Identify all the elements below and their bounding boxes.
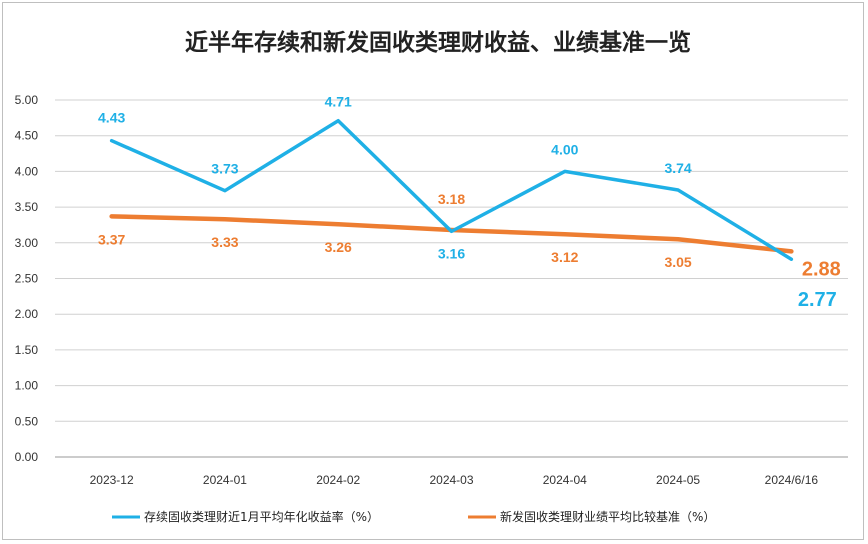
data-label-series-1: 3.16 (438, 245, 465, 261)
data-label-series-2: 2.88 (802, 258, 841, 280)
y-tick-label: 3.50 (15, 200, 39, 214)
series-line-1 (109, 118, 794, 261)
y-tick-label: 2.50 (15, 272, 39, 286)
legend: 存续固收类理财近1月平均年化收益率（%） 新发固收类理财业绩平均比较基准（%） (112, 509, 715, 524)
y-tick-label: 1.50 (15, 343, 39, 357)
y-tick-label: 0.50 (15, 414, 39, 428)
gridlines (55, 99, 848, 458)
y-tick-label: 5.00 (15, 93, 39, 107)
data-label-series-1: 4.00 (551, 141, 578, 157)
x-tick-label: 2024/6/16 (765, 473, 819, 487)
legend-label-series-2: 新发固收类理财业绩平均比较基准（%） (500, 509, 715, 524)
data-label-series-2: 3.05 (664, 254, 691, 270)
y-tick-label: 2.00 (15, 307, 39, 321)
x-tick-label: 2024-01 (203, 473, 247, 487)
data-label-series-1: 4.71 (325, 94, 352, 110)
chart-title: 近半年存续和新发固收类理财收益、业绩基准一览 (185, 29, 691, 56)
data-label-series-2: 3.18 (438, 191, 465, 207)
x-axis-ticks: 2023-12 2024-01 2024-02 2024-03 2024-04 2024-… (90, 473, 819, 487)
x-tick-label: 2024-04 (543, 473, 587, 487)
data-label-series-2: 3.12 (551, 249, 578, 265)
data-label-series-2: 3.37 (98, 231, 125, 247)
data-label-series-1: 3.74 (664, 160, 691, 176)
y-tick-label: 0.00 (15, 450, 39, 464)
y-tick-label: 3.00 (15, 236, 39, 250)
y-tick-label: 4.00 (15, 164, 39, 178)
data-label-series-2: 3.33 (211, 234, 238, 250)
data-label-series-1: 3.73 (211, 161, 238, 177)
y-tick-label: 4.50 (15, 129, 39, 143)
data-label-series-2: 3.26 (325, 239, 352, 255)
legend-label-series-1: 存续固收类理财近1月平均年化收益率（%） (144, 509, 379, 524)
data-labels: 4.43 3.73 4.71 3.16 4.00 3.74 2.77 3.37 3.33 3.26… (98, 94, 841, 312)
data-label-series-1: 2.77 (798, 289, 837, 311)
x-tick-label: 2024-03 (429, 473, 473, 487)
y-axis-ticks: 0.00 0.50 1.00 1.50 2.00 2.50 3.00 3.50 4.00 4.50… (15, 93, 39, 464)
x-tick-label: 2023-12 (90, 473, 134, 487)
x-tick-label: 2024-02 (316, 473, 360, 487)
y-tick-label: 1.00 (15, 379, 39, 393)
series-lines (109, 118, 794, 261)
x-tick-label: 2024-05 (656, 473, 700, 487)
data-label-series-1: 4.43 (98, 110, 125, 126)
